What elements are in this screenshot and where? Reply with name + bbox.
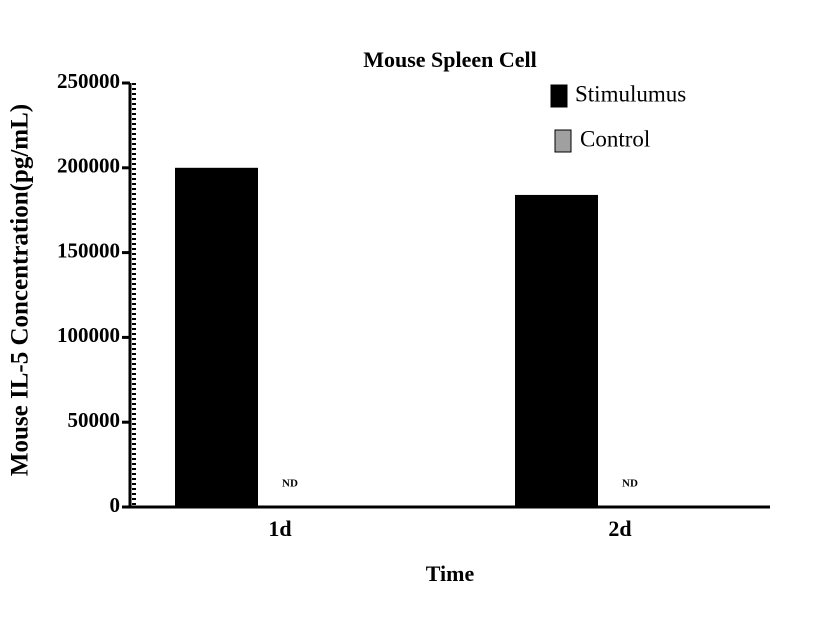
legend-swatch bbox=[554, 129, 572, 153]
y-tick-label: 100000 bbox=[57, 323, 120, 347]
y-tick-label: 200000 bbox=[57, 154, 120, 178]
legend-label: Control bbox=[580, 126, 650, 151]
y-axis-title: Mouse IL-5 Concentration(pg/mL) bbox=[7, 104, 34, 476]
legend-swatch bbox=[550, 84, 568, 108]
x-tick-label: 2d bbox=[608, 516, 631, 541]
chart-title: Mouse Spleen Cell bbox=[363, 47, 537, 72]
value-label: ND bbox=[622, 478, 638, 490]
x-axis-title: Time bbox=[426, 561, 475, 586]
y-tick-label: 250000 bbox=[57, 69, 120, 93]
bar bbox=[515, 194, 598, 507]
x-tick-label: 1d bbox=[268, 516, 291, 541]
y-tick-label: 50000 bbox=[68, 408, 121, 432]
y-tick-label: 150000 bbox=[57, 238, 120, 262]
value-label: ND bbox=[282, 478, 298, 490]
legend-label: Stimulumus bbox=[575, 81, 686, 106]
bar bbox=[175, 167, 258, 508]
y-tick-label: 0 bbox=[110, 493, 121, 517]
